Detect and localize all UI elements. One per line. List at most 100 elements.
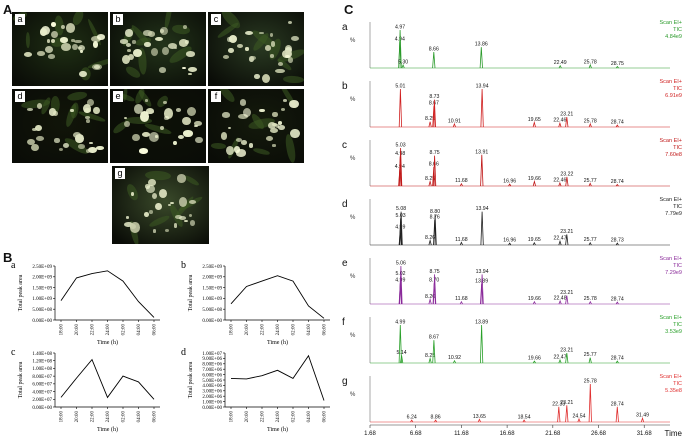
tic-label: TIC [673, 381, 682, 387]
peak [565, 176, 569, 187]
y-tick-label: 1.50E+09 [202, 286, 222, 291]
blossom [223, 54, 229, 59]
blossom [124, 221, 133, 227]
blossom [122, 55, 130, 65]
blossom [236, 138, 243, 143]
blossom [183, 130, 193, 137]
peak-label: 16.96 [503, 179, 516, 185]
x-tick-label: 26.68 [591, 431, 607, 437]
x-tick-label: 11.68 [454, 431, 469, 437]
x-tick-label: 20:00 [75, 324, 80, 336]
y-tick-label: 3.00E+06 [202, 390, 222, 395]
peak [398, 88, 402, 128]
peak-label: 22.49 [554, 60, 567, 66]
blossom [94, 64, 101, 69]
y-tick-label: 2.50E+09 [32, 265, 52, 270]
peak-label: 8.73 [429, 94, 439, 100]
peak [508, 242, 512, 246]
blossom [175, 215, 182, 220]
blossom [175, 108, 182, 112]
blossom [72, 44, 79, 51]
peak-label: 5.30 [398, 60, 408, 66]
blossom [48, 107, 57, 116]
x-tick-label: 20:00 [245, 324, 250, 336]
blossom [80, 49, 84, 54]
scan-mode-label: Scan EI+ [660, 138, 682, 144]
peak [480, 324, 484, 364]
peak-label: 10.92 [448, 355, 461, 361]
peak [615, 124, 619, 128]
blossom [150, 48, 158, 57]
chromatogram-trace-d: d%Scan EI+TIC7.79e94.995.035.088.268.768… [342, 197, 682, 246]
blossom [36, 51, 45, 56]
blossom [169, 201, 175, 205]
peak-label: 28.75 [611, 61, 624, 67]
peak-label: 8.25 [425, 116, 435, 122]
blossom [93, 41, 99, 48]
y-tick-label: 5.00E+08 [202, 308, 222, 313]
scan-mode-label: Scan EI+ [660, 197, 682, 203]
peak-label: 19.66 [528, 176, 541, 182]
peak-label: 13.65 [473, 414, 486, 420]
blossom [96, 146, 104, 150]
peak-label: 19.65 [528, 117, 541, 123]
blossom [221, 112, 231, 118]
x-tick-label: 04:00 [307, 411, 312, 423]
blossom [93, 107, 100, 115]
blossom [126, 216, 130, 219]
blossom [31, 128, 37, 132]
intensity-label: 7.79e9 [665, 211, 682, 217]
blossom [96, 34, 105, 40]
trace-label: d [342, 199, 348, 210]
peak-label: 13.94 [476, 84, 489, 90]
y-tick-label: 1.00E+06 [202, 400, 222, 405]
peak-label: 23.21 [560, 290, 573, 296]
peak-label: 28.73 [611, 238, 624, 244]
blossom [233, 146, 241, 153]
blossom [70, 108, 74, 113]
x-tick-label: 02:00 [292, 324, 297, 336]
peak-label: 5.08 [396, 206, 406, 212]
leaf [78, 110, 107, 124]
blossom [182, 116, 192, 126]
peak-label: 5.06 [396, 261, 406, 267]
peak-label: 25.78 [584, 296, 597, 302]
y-tick-label: 1.00E+08 [32, 367, 52, 372]
data-series-line [60, 270, 155, 318]
blossom [161, 47, 169, 56]
blossom [124, 29, 133, 37]
blossom [276, 124, 280, 128]
blossom [163, 107, 174, 119]
blossom [127, 54, 134, 61]
tic-label: TIC [673, 145, 682, 151]
peak [532, 120, 536, 128]
peak-label: 23.22 [560, 171, 573, 177]
peak [558, 121, 562, 128]
blossom [164, 115, 169, 120]
peak-label: 22.46 [553, 178, 566, 184]
x-tick-label: 02:00 [122, 324, 127, 336]
blossom [39, 28, 48, 37]
blossom [187, 67, 197, 72]
peak-label: 28.74 [611, 401, 624, 407]
blossom [184, 40, 189, 44]
peak-label: 8.75 [430, 150, 440, 156]
peak-label: 23.21 [560, 229, 573, 235]
blossom [140, 111, 150, 123]
blossom [160, 27, 168, 36]
x-tick-label: 04:00 [137, 324, 142, 336]
x-tick-label: 06:00 [153, 411, 158, 423]
peak-label: 28.74 [611, 356, 624, 362]
line-chart-c: c Total peak area 0.00E+00 2.00E+07 4.00E+07… [0, 345, 168, 435]
peak [615, 406, 619, 423]
peak [565, 405, 569, 423]
scan-mode-label: Scan EI+ [660, 79, 682, 85]
y-tick-label: 2.50E+09 [202, 265, 222, 270]
blossom [228, 34, 238, 43]
y-tick-label: 6.00E+07 [32, 383, 52, 388]
blossom [142, 132, 151, 138]
peak [558, 299, 562, 305]
peak [401, 63, 405, 69]
